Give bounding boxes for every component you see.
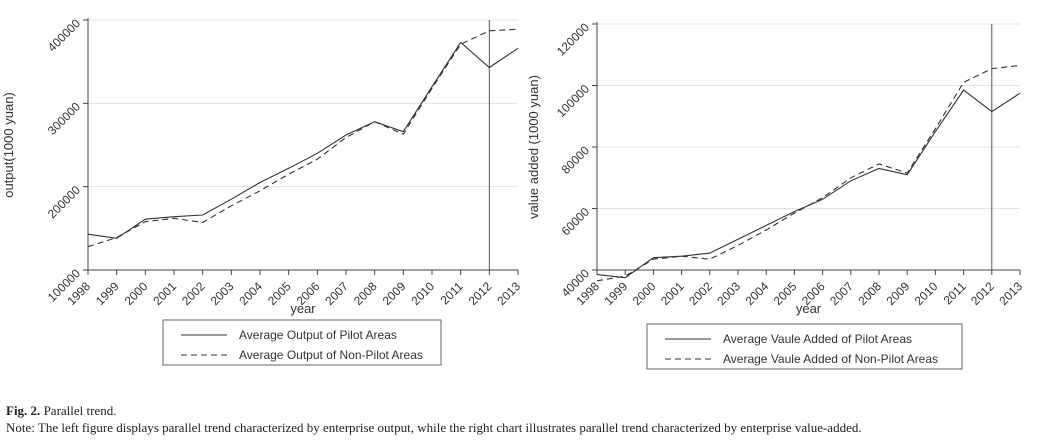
right-x-tick-label: 2011 [941, 279, 969, 307]
figure-title: Parallel trend. [43, 403, 117, 418]
right-y-tick-label: 120000 [554, 20, 592, 58]
right-legend-label-1: Average Vaule Added of Pilot Areas [723, 332, 912, 346]
figure-caption: Fig. 2. Parallel trend. [6, 403, 1046, 419]
right-legend-label-2: Average Vaule Added of Non-Pilot Areas [723, 352, 938, 366]
left-y-tick-label: 200000 [45, 183, 83, 221]
right-x-tick-label: 2004 [743, 279, 772, 308]
left-x-tick-label: 2000 [122, 279, 151, 308]
right-x-tick-label: 2001 [658, 279, 687, 308]
right-x-axis-title: year [796, 301, 822, 316]
right-y-tick-label: 80000 [559, 143, 593, 177]
left-series-line-2 [87, 28, 519, 248]
left-x-tick-label: 1999 [93, 279, 122, 308]
figure-label: Fig. 2. [6, 403, 41, 418]
left-legend-label-1: Average Output of Pilot Areas [239, 328, 397, 342]
right-y-tick-label: 100000 [554, 81, 592, 119]
right-x-tick-label: 2010 [912, 279, 941, 308]
left-x-tick-label: 2010 [408, 279, 437, 308]
right-x-tick-label: 2002 [686, 279, 715, 308]
right-x-tick-label: 2003 [714, 279, 743, 308]
right-series-line-2 [596, 64, 1021, 282]
left-y-tick-label: 300000 [45, 99, 83, 137]
left-x-tick-label: 2012 [466, 279, 495, 308]
right-x-tick-label: 2009 [884, 279, 913, 308]
figure-note: Note: The left figure displays parallel … [6, 420, 862, 435]
left-legend-label-2: Average Output of Non-Pilot Areas [239, 348, 423, 362]
right-x-tick-label: 2013 [996, 279, 1025, 308]
right-x-tick-label: 2000 [630, 279, 659, 308]
left-x-tick-label: 2004 [236, 279, 265, 308]
left-x-tick-label: 2003 [208, 279, 237, 308]
right-series-line-1 [596, 89, 1021, 279]
left-y-tick-label: 400000 [45, 16, 83, 54]
left-legend [162, 319, 442, 366]
left-x-axis-title: year [290, 301, 316, 316]
left-x-tick-label: 2013 [494, 279, 523, 308]
right-x-tick-label: 2012 [968, 279, 997, 308]
right-legend [646, 323, 963, 370]
left-x-tick-label: 2011 [438, 279, 466, 307]
left-series-line-1 [87, 41, 519, 239]
left-x-tick-label: 2007 [322, 279, 351, 308]
right-x-tick-label: 2008 [855, 279, 884, 308]
right-x-tick-label: 1999 [602, 279, 631, 308]
left-x-tick-label: 2002 [179, 279, 208, 308]
left-x-tick-label: 2001 [150, 279, 179, 308]
left-x-tick-label: 2008 [351, 279, 380, 308]
right-y-axis-title: value added (1000 yuan) [526, 75, 541, 219]
right-y-tick-label: 60000 [559, 204, 593, 238]
right-x-tick-label: 2007 [827, 279, 856, 308]
left-y-axis-title: output(1000 yuan) [1, 92, 16, 198]
left-x-tick-label: 2009 [380, 279, 409, 308]
